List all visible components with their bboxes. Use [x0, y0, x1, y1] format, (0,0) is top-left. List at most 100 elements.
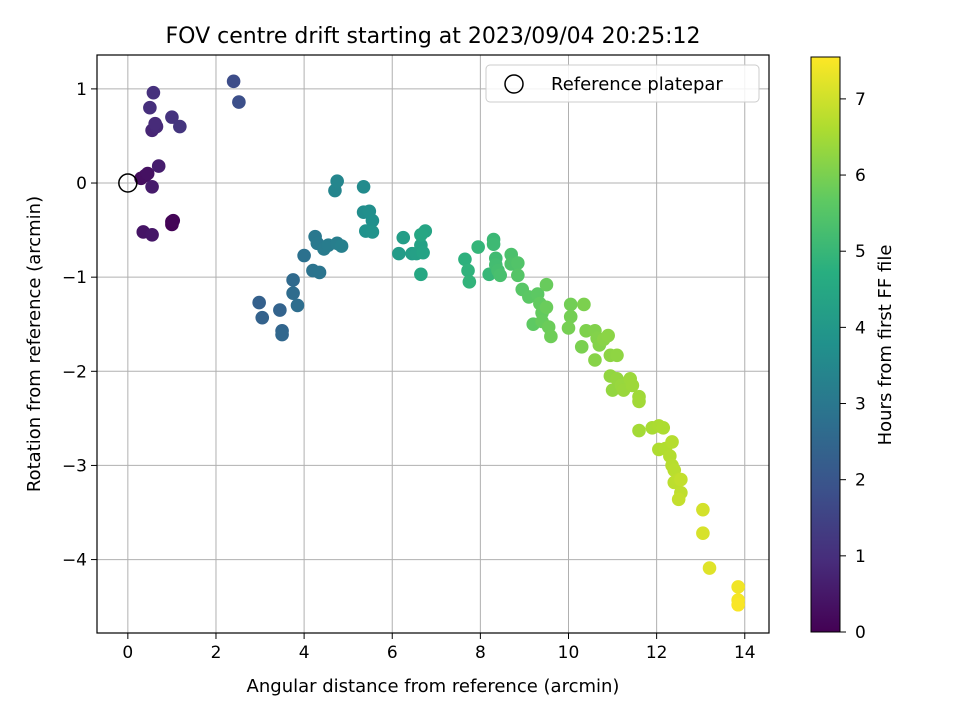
y-tick-label: −4: [62, 551, 87, 571]
colorbar-tick-label: 4: [855, 318, 866, 338]
colorbar-tick-label: 7: [855, 90, 866, 110]
data-point: [255, 310, 270, 325]
x-tick-label: 6: [387, 643, 398, 663]
data-point: [493, 268, 508, 283]
y-tick-label: 0: [76, 174, 87, 194]
legend-marker: [504, 74, 524, 94]
data-point: [539, 300, 554, 315]
data-point: [414, 228, 428, 242]
colorbar-tick-label: 3: [855, 395, 866, 415]
y-axis-label: Rotation from reference (arcmin): [24, 196, 45, 492]
data-point: [696, 502, 710, 517]
y-axis-ticks: 1 0 −1 −2 −3 −4: [62, 80, 97, 571]
legend: Reference platepar: [485, 64, 760, 103]
data-point: [365, 213, 380, 228]
data-point: [461, 263, 475, 278]
data-point: [312, 265, 327, 280]
data-point: [544, 329, 558, 344]
data-point: [145, 228, 159, 242]
colorbar-label: Hours from first FF file: [875, 245, 896, 446]
y-tick-label: 1: [76, 80, 87, 100]
y-tick-label: −3: [62, 456, 87, 476]
x-tick-label: 0: [122, 643, 133, 663]
data-point: [632, 394, 646, 409]
data-point: [665, 435, 679, 449]
x-tick-label: 2: [211, 643, 222, 663]
data-point: [145, 179, 159, 194]
data-point: [511, 256, 525, 270]
y-tick-label: −1: [62, 268, 87, 288]
data-point: [731, 597, 745, 612]
data-point: [458, 252, 472, 267]
data-point: [610, 348, 624, 363]
x-tick-label: 12: [646, 643, 668, 663]
data-point: [148, 116, 162, 131]
data-point: [563, 309, 578, 324]
data-point: [165, 110, 179, 124]
colorbar-tick-label: 6: [855, 166, 866, 186]
data-point: [273, 303, 287, 317]
data-point: [674, 472, 688, 487]
data-point: [577, 297, 591, 312]
data-point: [392, 246, 406, 261]
data-point: [656, 420, 671, 435]
data-point: [696, 526, 710, 541]
data-point: [297, 248, 311, 263]
grid: [97, 55, 769, 633]
x-tick-label: 14: [734, 643, 756, 663]
reference-marker: [118, 173, 138, 193]
data-point: [330, 174, 344, 188]
colorbar-gradient: [810, 56, 841, 633]
x-tick-label: 4: [299, 643, 310, 663]
data-point: [601, 328, 615, 343]
data-point: [511, 268, 525, 283]
data-point: [275, 327, 289, 342]
colorbar-tick-label: 0: [855, 623, 866, 643]
chart-title: FOV centre drift starting at 2023/09/04 …: [166, 24, 701, 49]
data-point: [151, 159, 166, 173]
legend-box: [485, 64, 760, 103]
data-point: [365, 225, 380, 239]
x-axis-ticks: 0 2 4 6 8 10 12 14: [122, 633, 756, 663]
data-point: [632, 423, 646, 438]
data-point: [671, 492, 686, 507]
data-point: [702, 561, 717, 575]
data-point: [471, 240, 485, 254]
data-point: [561, 321, 576, 335]
data-point: [625, 378, 640, 393]
x-tick-label: 8: [475, 643, 486, 663]
x-axis-label: Angular distance from reference (arcmin): [247, 676, 620, 697]
data-point: [356, 179, 371, 194]
data-point: [731, 580, 745, 594]
data-point: [563, 297, 578, 312]
y-tick-label: −2: [62, 362, 87, 382]
data-point: [486, 237, 501, 252]
data-point: [462, 275, 477, 289]
data-points: [134, 74, 745, 612]
colorbar-tick-label: 5: [855, 242, 866, 262]
data-point: [143, 100, 157, 115]
data-point: [286, 286, 300, 300]
legend-label: Reference platepar: [551, 74, 723, 95]
data-point: [146, 85, 161, 100]
data-point: [166, 213, 181, 228]
data-point: [140, 166, 155, 181]
data-point: [396, 230, 411, 245]
data-point: [334, 239, 349, 253]
data-point: [226, 74, 241, 89]
data-point: [588, 353, 602, 367]
colorbar-tick-label: 2: [855, 471, 866, 491]
colorbar-tick-label: 1: [855, 547, 866, 567]
colorbar: 0 1 2 3 4 5 6 7 Hours from first FF file: [810, 56, 896, 643]
plot-frame: [96, 54, 770, 634]
data-point: [252, 295, 266, 310]
data-point: [232, 95, 246, 109]
data-point: [173, 119, 187, 134]
data-point: [286, 273, 300, 287]
x-tick-label: 10: [558, 643, 580, 663]
data-point: [414, 267, 428, 282]
data-point: [416, 245, 430, 260]
data-point: [574, 340, 589, 354]
data-point: [539, 277, 554, 292]
